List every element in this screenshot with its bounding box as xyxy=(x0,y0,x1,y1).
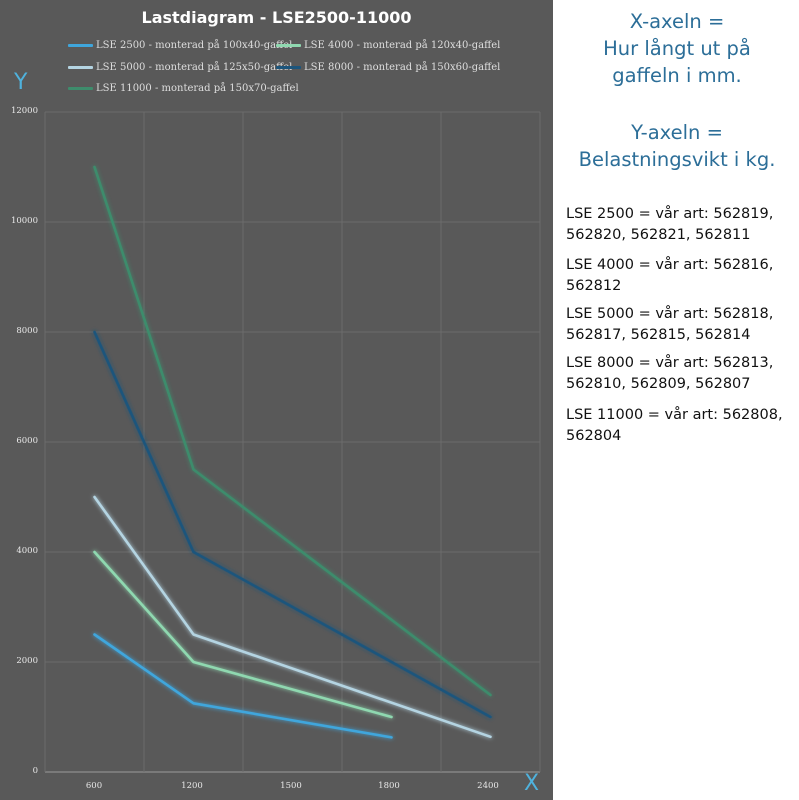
legend-label: LSE 11000 - monterad på 150x70-gaffel xyxy=(96,83,299,94)
legend-label: LSE 5000 - monterad på 125x50-gaffel xyxy=(96,62,293,73)
legend-swatch xyxy=(68,66,93,69)
legend-item-lse2500: LSE 2500 - monterad på 100x40-gaffel xyxy=(68,40,292,51)
x-tick-label: 1800 xyxy=(378,781,400,791)
legend-item-lse4000: LSE 4000 - monterad på 120x40-gaffel xyxy=(276,40,500,51)
article-line: LSE 11000 = vår art: 562808, xyxy=(566,407,783,423)
x-tick-label: 2400 xyxy=(477,781,499,791)
y-tick-label: 0 xyxy=(32,766,38,776)
note-line: Hur långt ut på xyxy=(603,37,751,60)
article-note-lse11000: LSE 11000 = vår art: 562808, 562804 xyxy=(566,405,799,447)
x-tick-label: 1500 xyxy=(280,781,302,791)
article-note-lse8000: LSE 8000 = vår art: 562813, 562810, 5628… xyxy=(566,353,799,395)
legend-swatch xyxy=(68,44,93,47)
x-tick-label: 600 xyxy=(85,781,103,791)
series-line xyxy=(93,633,393,739)
legend-label: LSE 4000 - monterad på 120x40-gaffel xyxy=(304,40,501,51)
note-line: X-axeln = xyxy=(629,10,725,33)
y-tick-label: 2000 xyxy=(16,656,38,666)
y-tick-label: 10000 xyxy=(10,216,38,226)
article-note-lse4000: LSE 4000 = vår art: 562816, 562812 xyxy=(566,255,799,297)
article-line: LSE 8000 = vår art: 562813, xyxy=(566,355,774,371)
note-line: gaffeln i mm. xyxy=(612,64,742,87)
article-line: LSE 5000 = vår art: 562818, xyxy=(566,306,774,322)
article-line: 562817, 562815, 562814 xyxy=(566,327,751,343)
y-tick-label: 12000 xyxy=(10,106,38,116)
chart-panel: Lastdiagram - LSE2500-11000 LSE 2500 - m… xyxy=(0,0,553,800)
chart-plot xyxy=(44,111,541,773)
legend-label: LSE 8000 - monterad på 150x60-gaffel xyxy=(304,62,501,73)
y-axis-label: Y xyxy=(14,70,28,95)
article-note-lse2500: LSE 2500 = vår art: 562819, 562820, 5628… xyxy=(566,204,799,246)
legend-swatch xyxy=(68,87,93,90)
article-line: 562820, 562821, 562811 xyxy=(566,227,751,243)
legend-label: LSE 2500 - monterad på 100x40-gaffel xyxy=(96,40,293,51)
series-line xyxy=(93,495,492,739)
x-axis-label: X xyxy=(524,771,540,796)
legend-item-lse11000: LSE 11000 - monterad på 150x70-gaffel xyxy=(68,83,299,94)
chart-title: Lastdiagram - LSE2500-11000 xyxy=(141,8,412,27)
y-tick-label: 4000 xyxy=(16,546,38,556)
series-line xyxy=(93,550,393,719)
legend-swatch xyxy=(276,44,301,47)
note-line: Y-axeln = xyxy=(631,121,723,144)
legend-item-lse5000: LSE 5000 - monterad på 125x50-gaffel xyxy=(68,62,292,73)
x-tick-label: 1200 xyxy=(181,781,203,791)
y-tick-label: 6000 xyxy=(16,436,38,446)
series-line xyxy=(93,330,492,719)
article-line: 562810, 562809, 562807 xyxy=(566,376,751,392)
series-line xyxy=(93,165,492,697)
article-line: LSE 2500 = vår art: 562819, xyxy=(566,206,774,222)
y-axis-note: Y-axeln = Belastningsvikt i kg. xyxy=(555,119,799,173)
y-tick-label: 8000 xyxy=(16,326,38,336)
legend-swatch xyxy=(276,66,301,69)
note-line: Belastningsvikt i kg. xyxy=(578,148,776,171)
legend-item-lse8000: LSE 8000 - monterad på 150x60-gaffel xyxy=(276,62,500,73)
article-note-lse5000: LSE 5000 = vår art: 562818, 562817, 5628… xyxy=(566,304,799,346)
article-line: LSE 4000 = vår art: 562816, xyxy=(566,257,774,273)
article-line: 562804 xyxy=(566,428,622,444)
article-line: 562812 xyxy=(566,278,622,294)
x-axis-note: X-axeln = Hur långt ut på gaffeln i mm. xyxy=(555,8,799,89)
